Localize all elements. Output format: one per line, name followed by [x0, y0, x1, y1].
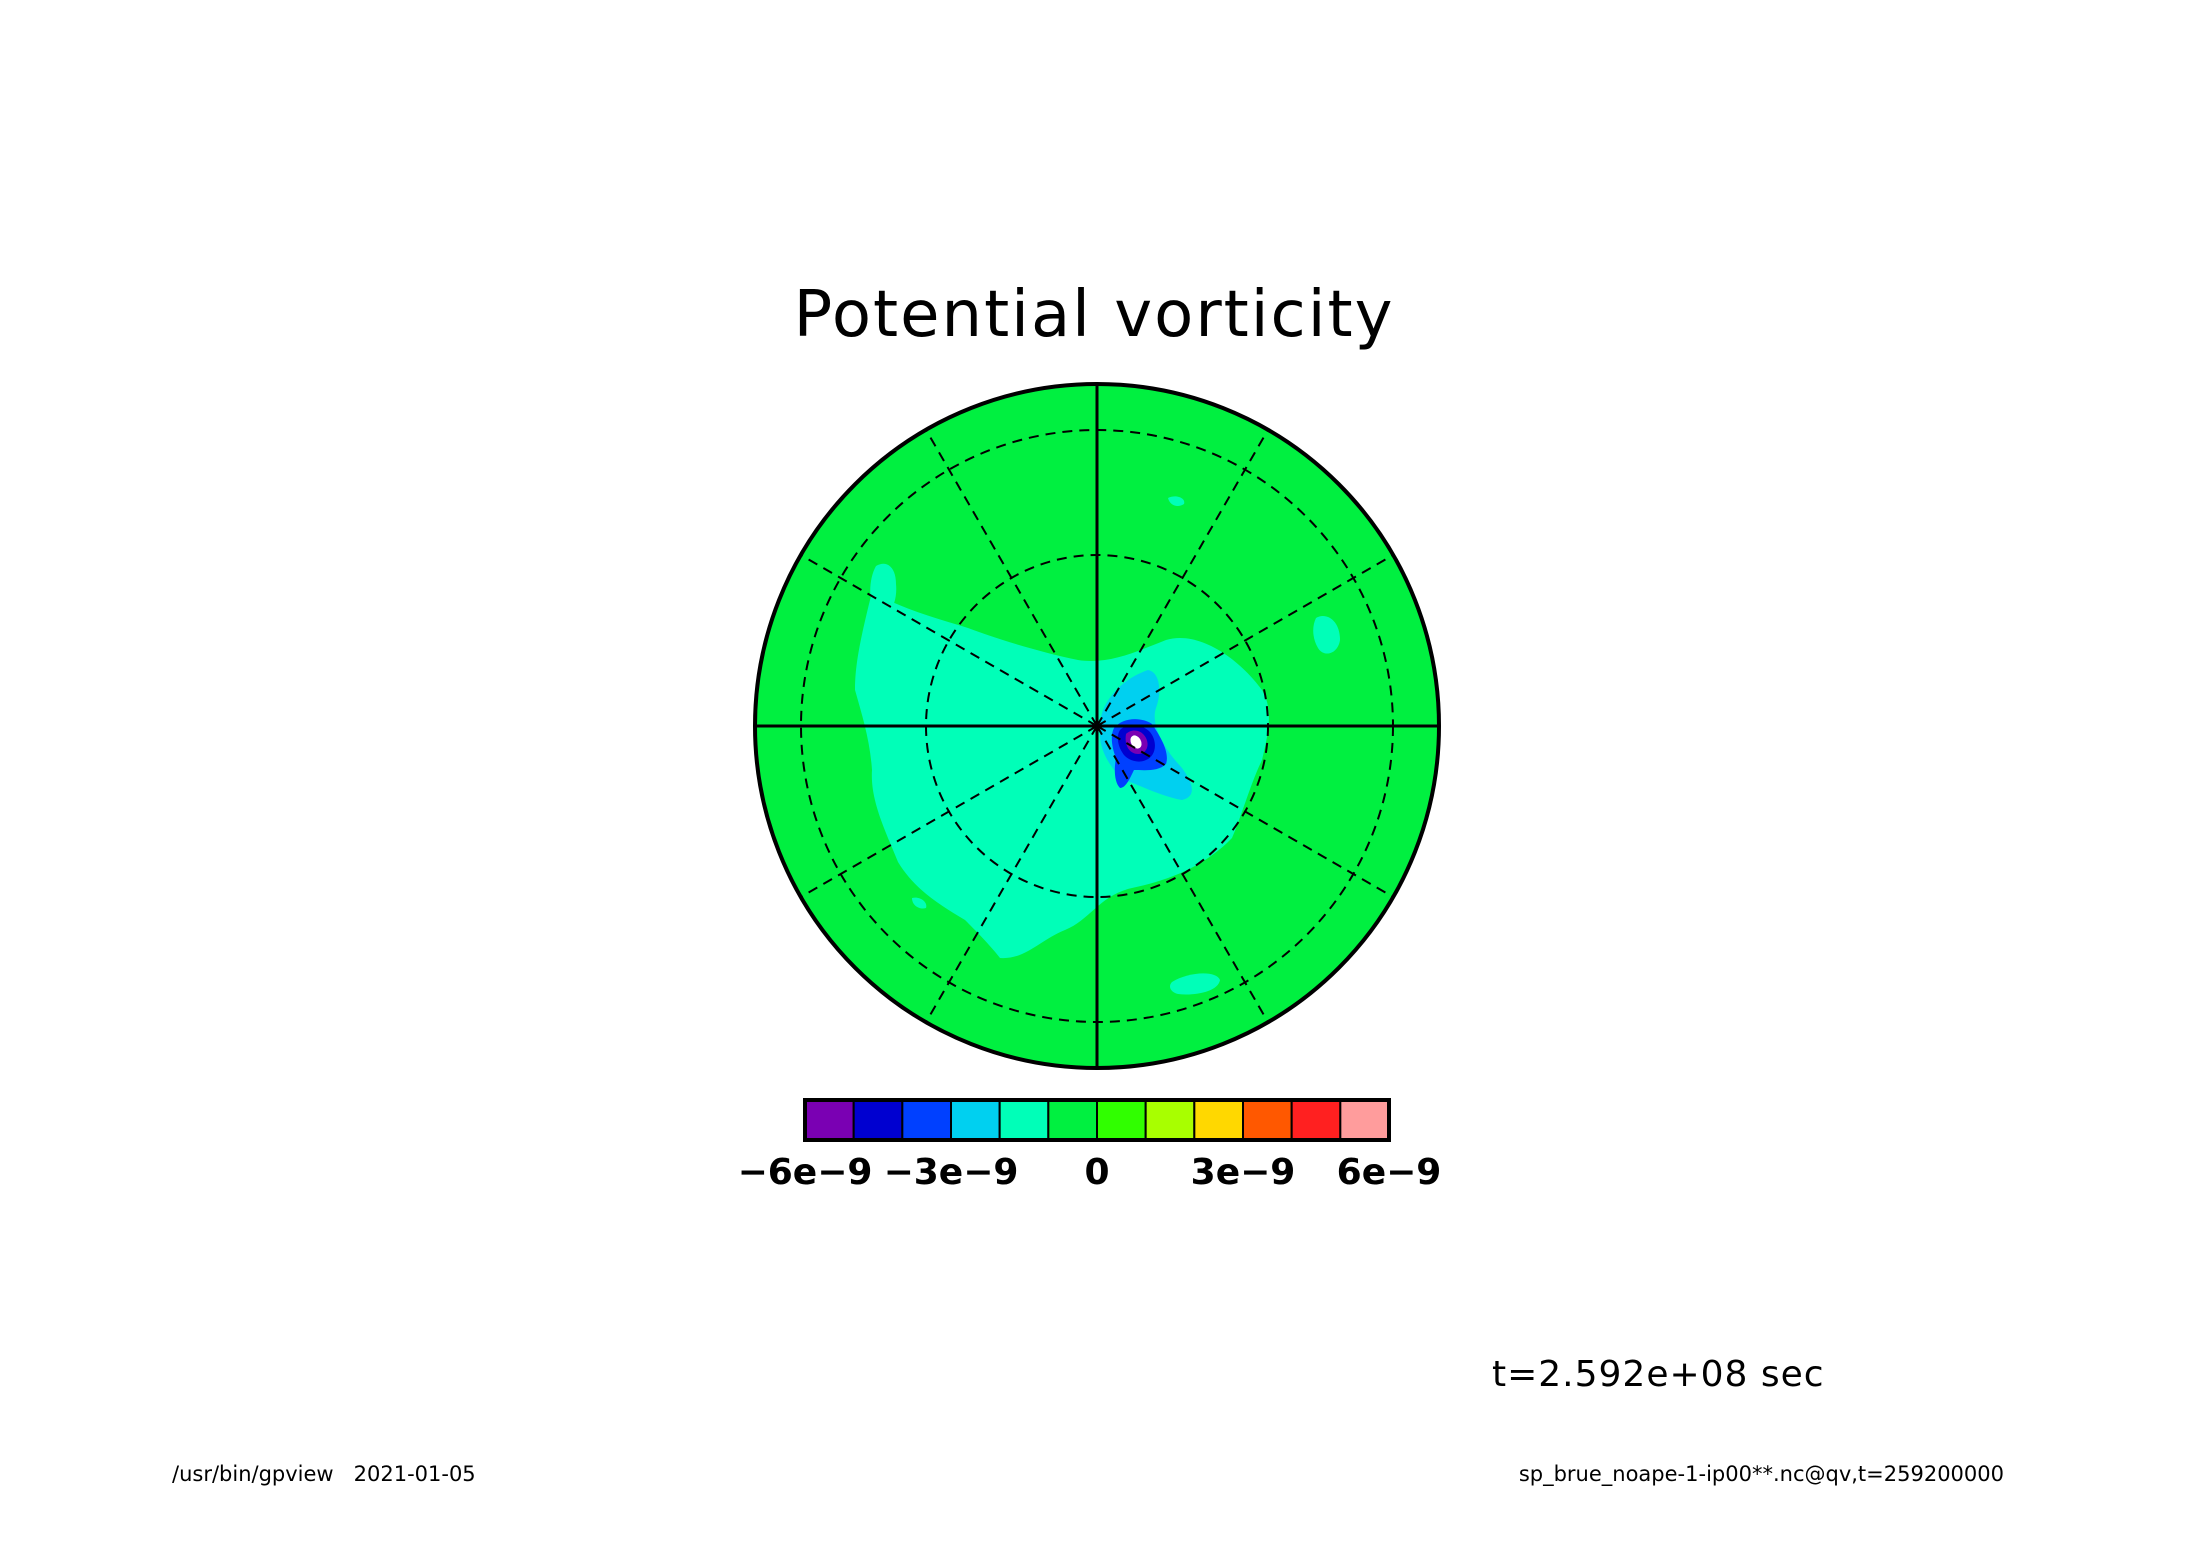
colorbar-swatch	[998, 1099, 1050, 1141]
colorbar-swatch	[1290, 1099, 1342, 1141]
colorbar-swatch	[950, 1099, 1001, 1141]
meridian-dashed	[925, 429, 1098, 727]
colorbar-tick-label: 3e−9	[1190, 1152, 1296, 1193]
meridian-dashed	[800, 725, 1098, 898]
contour-blob-top	[1168, 496, 1185, 506]
colorbar-frame	[803, 1098, 1391, 1142]
meridian-dashed	[1096, 429, 1269, 727]
map-boundary	[753, 382, 1441, 1070]
colorbar-swatch	[1096, 1099, 1147, 1141]
colorbar-tick-label: −3e−9	[883, 1152, 1019, 1193]
colorbar-swatch	[1047, 1099, 1099, 1141]
meridian-lines	[800, 429, 1394, 1023]
colorbar-tick-label: 6e−9	[1336, 1152, 1442, 1193]
meridian-dashed	[800, 554, 1098, 727]
colorbar-swatch	[901, 1099, 952, 1141]
colorbar-swatch	[1242, 1099, 1293, 1141]
contour-blob-left	[870, 563, 897, 616]
graticule	[753, 382, 1441, 1070]
contour-region-minus-6e9	[1130, 735, 1142, 749]
colorbar-tick-label: −6e−9	[737, 1152, 873, 1193]
contour-blob-lower-left	[912, 897, 927, 909]
contour-blob-right	[1313, 616, 1340, 654]
meridian-dashed	[925, 725, 1098, 1023]
footer-file-info: sp_brue_noape-1-ip00**.nc@qv,t=259200000	[1518, 1462, 2004, 1486]
meridian-dashed	[1096, 725, 1269, 1023]
colorbar-swatch	[804, 1099, 855, 1141]
colorbar-swatch	[1193, 1099, 1245, 1141]
colorbar-swatch	[1339, 1099, 1391, 1141]
footer-program-date: /usr/bin/gpview 2021-01-05	[172, 1462, 476, 1486]
contour-blob-lower	[1170, 973, 1220, 995]
time-annotation: t=2.592e+08 sec	[1492, 1354, 1825, 1395]
chart-title: Potential vorticity	[793, 278, 1395, 352]
colorbar	[803, 1098, 1391, 1142]
colorbar-swatch	[852, 1099, 904, 1141]
contour-region-minus-1e9	[855, 592, 1269, 959]
meridian-dashed	[1096, 725, 1394, 898]
colorbar-tick-label: 0	[1084, 1152, 1110, 1193]
colorbar-swatch	[1144, 1099, 1196, 1141]
meridian-dashed	[1096, 554, 1394, 727]
